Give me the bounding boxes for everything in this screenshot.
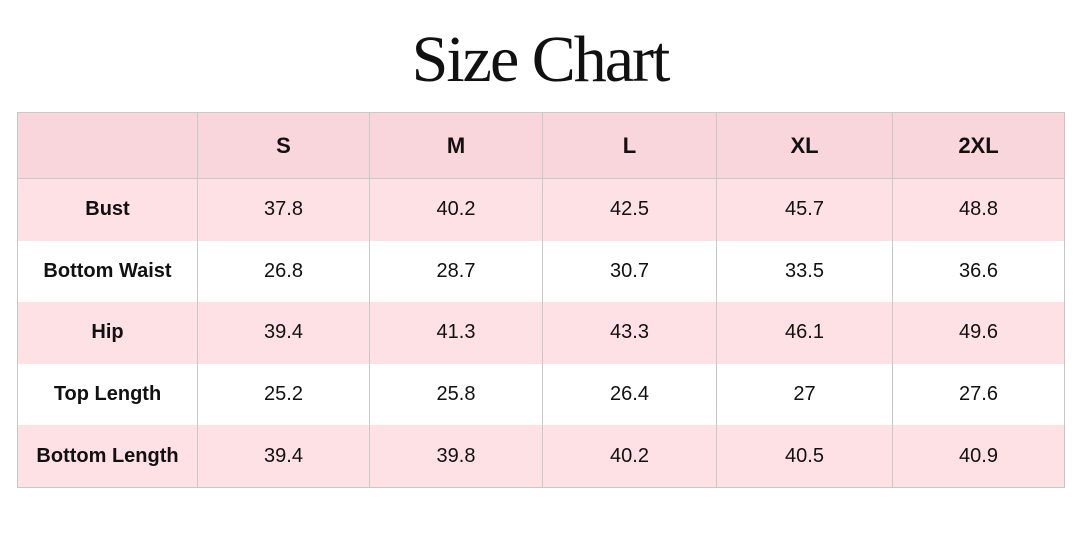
cell: 30.7 [542,240,717,303]
cell: 25.2 [197,363,370,426]
cell: 33.5 [716,240,893,303]
table-row: Hip 39.4 41.3 43.3 46.1 49.6 [17,302,1065,364]
cell: 40.5 [716,425,893,488]
table-row: Bust 37.8 40.2 42.5 45.7 48.8 [17,178,1065,241]
row-label: Hip [17,302,198,364]
table-row: Bottom Length 39.4 39.8 40.2 40.5 40.9 [17,425,1065,488]
cell: 46.1 [716,302,893,364]
cell: 37.8 [197,178,370,241]
cell: 40.2 [369,178,543,241]
row-label: Bottom Waist [17,240,198,303]
cell: 40.2 [542,425,717,488]
cell: 45.7 [716,178,893,241]
table-row: Bottom Waist 26.8 28.7 30.7 33.5 36.6 [17,240,1065,303]
cell: 39.4 [197,302,370,364]
cell: 36.6 [892,240,1065,303]
cell: 39.8 [369,425,543,488]
cell: 27 [716,363,893,426]
row-label: Bottom Length [17,425,198,488]
column-header: 2XL [892,112,1065,179]
row-label: Bust [17,178,198,241]
cell: 49.6 [892,302,1065,364]
size-table: S M L XL 2XL Bust 37.8 40.2 42.5 45.7 48.8 Bottom … [17,112,1065,488]
corner-cell [17,112,198,179]
header-row: S M L XL 2XL [17,112,1065,179]
column-header: M [369,112,543,179]
cell: 40.9 [892,425,1065,488]
cell: 39.4 [197,425,370,488]
title: Size Chart [411,23,671,96]
table-row: Top Length 25.2 25.8 26.4 27 27.6 [17,363,1065,426]
column-header: L [542,112,717,179]
cell: 26.4 [542,363,717,426]
column-header: XL [716,112,893,179]
cell: 26.8 [197,240,370,303]
column-header: S [197,112,370,179]
cell: 28.7 [369,240,543,303]
row-label: Top Length [17,363,198,426]
cell: 25.8 [369,363,543,426]
cell: 48.8 [892,178,1065,241]
cell: 41.3 [369,302,543,364]
cell: 43.3 [542,302,717,364]
cell: 42.5 [542,178,717,241]
cell: 27.6 [892,363,1065,426]
